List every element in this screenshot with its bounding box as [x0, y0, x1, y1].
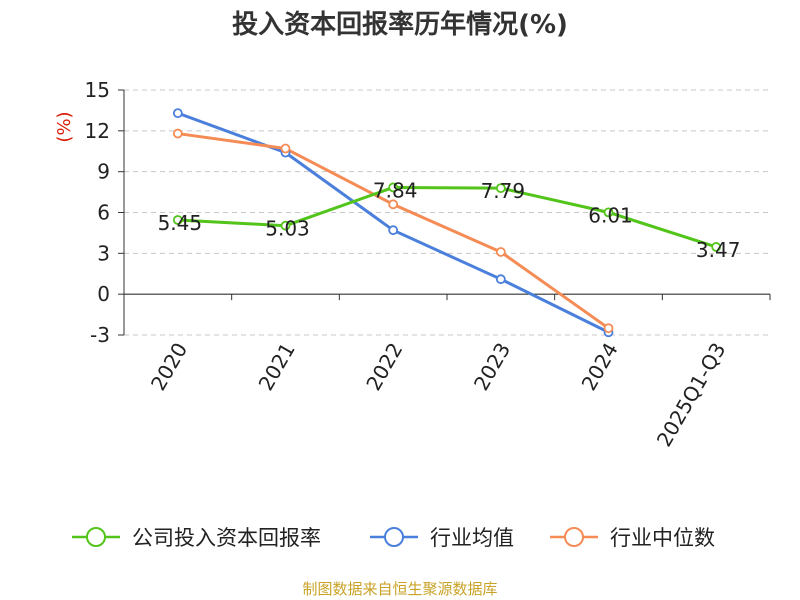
data-point [495, 274, 506, 285]
y-tick-label: 15 [85, 78, 110, 102]
data-label: 6.01 [588, 203, 633, 227]
legend-marker [384, 527, 404, 547]
data-source-note: 制图数据来自恒生聚源数据库 [302, 580, 498, 598]
data-point [172, 108, 183, 119]
data-label: 5.03 [265, 217, 310, 241]
y-tick-label: 9 [97, 160, 110, 184]
y-tick-label: 6 [97, 201, 110, 225]
data-point [280, 220, 291, 231]
series-line [177, 185, 717, 249]
y-tick-label: 0 [97, 282, 110, 306]
data-point [603, 323, 614, 334]
y-tick-label: 12 [85, 119, 110, 143]
series-points [172, 108, 722, 338]
legend-label: 公司投入资本回报率 [132, 526, 321, 550]
chart-title: 投入资本回报率历年情况(%) [232, 10, 568, 40]
y-tick-label: 3 [97, 241, 110, 265]
y-axis-label: (%) [54, 111, 75, 142]
x-tick-label: 2023 [469, 339, 515, 395]
legend-marker [564, 527, 584, 547]
data-point [172, 215, 183, 225]
data-label: 7.84 [373, 178, 418, 202]
x-tick-label: 2020 [146, 339, 192, 395]
data-point [603, 207, 614, 218]
data-point [172, 128, 183, 139]
legend: 公司投入资本回报率 行业均值 行业中位数 [72, 526, 715, 550]
y-tick-label: -3 [90, 323, 110, 347]
data-label: 7.79 [481, 179, 526, 203]
data-point [388, 182, 399, 193]
data-point [388, 199, 399, 210]
data-point [495, 247, 506, 257]
x-tick-label: 2021 [254, 339, 300, 395]
x-tick-label: 2025Q1-Q3 [652, 339, 731, 451]
x-tick-label: 2022 [361, 339, 407, 395]
data-label: 3.47 [696, 238, 741, 262]
legend-label: 行业均值 [430, 526, 514, 550]
data-point [388, 225, 399, 236]
legend-marker [86, 527, 106, 547]
axes: -3 0 3 6 9 12 15 (%) 2020 2021 2022 2023 2024 2025Q1-… [54, 78, 771, 451]
data-labels: 5.45 5.03 7.84 7.79 6.01 3.47 [158, 178, 741, 261]
x-tick-label: 2024 [577, 339, 623, 395]
legend-label: 行业中位数 [610, 526, 715, 550]
data-point [495, 183, 506, 194]
data-label: 5.45 [158, 211, 203, 235]
data-point [711, 242, 722, 252]
data-point [280, 143, 291, 154]
